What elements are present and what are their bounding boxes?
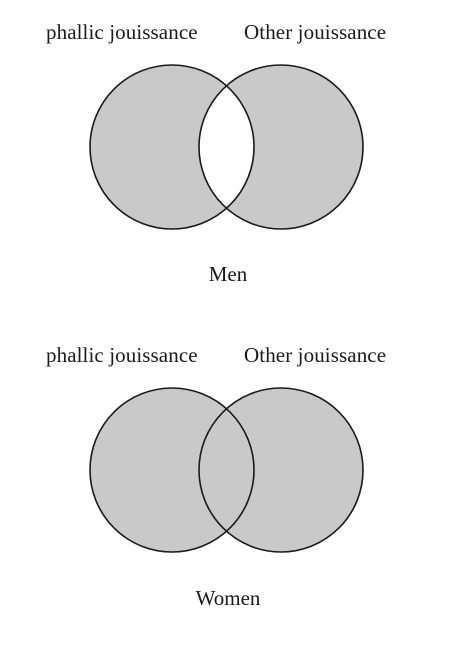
right-circle-outline (198, 387, 364, 553)
venn-svg-men (89, 64, 364, 230)
overlap-region (199, 388, 254, 552)
right-circle-label: Other jouissance (244, 343, 387, 367)
right-circle-outline (198, 64, 364, 230)
right-circle-label: Other jouissance (244, 20, 387, 44)
left-circle-outline (89, 387, 255, 553)
left-circle-label: phallic jouissance (46, 343, 198, 367)
venn-diagram-women: phallic jouissance Other jouissance Wome… (0, 323, 456, 648)
left-circle-label: phallic jouissance (46, 20, 198, 44)
overlap-region (199, 65, 254, 229)
diagram-caption-men: Men (208, 262, 248, 286)
venn-diagram-men: phallic jouissance Other jouissance Men (0, 0, 456, 320)
left-circle-outline (89, 64, 255, 230)
venn-svg-women (89, 387, 364, 553)
diagram-caption-women: Women (195, 586, 261, 610)
